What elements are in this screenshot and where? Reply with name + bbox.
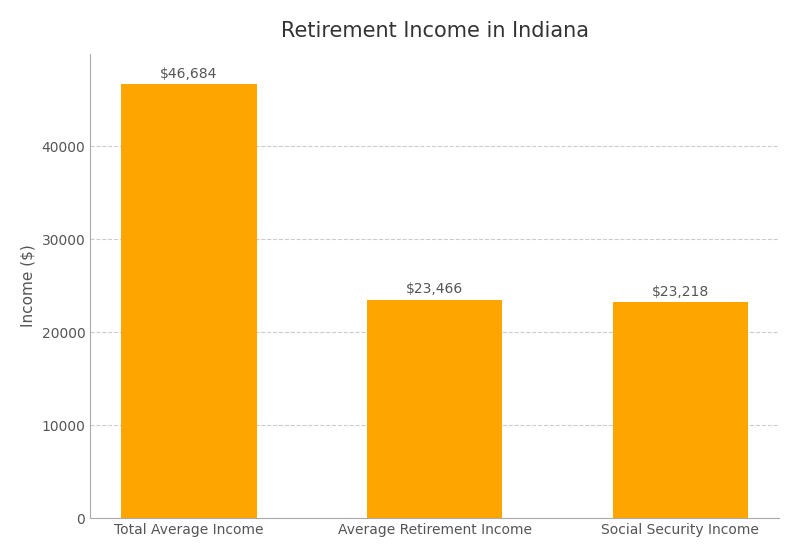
Text: $23,466: $23,466 (406, 282, 463, 296)
Bar (122, 84, 257, 518)
Title: Retirement Income in Indiana: Retirement Income in Indiana (281, 21, 589, 41)
Bar (367, 300, 502, 518)
Y-axis label: Income ($): Income ($) (21, 244, 36, 328)
Text: $46,684: $46,684 (160, 66, 218, 80)
Bar (613, 302, 748, 518)
Text: $23,218: $23,218 (652, 285, 709, 299)
